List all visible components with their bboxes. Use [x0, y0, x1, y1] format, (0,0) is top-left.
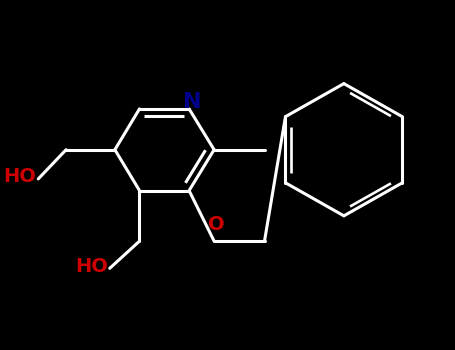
Text: N: N [183, 92, 202, 112]
Text: HO: HO [75, 257, 108, 276]
Text: HO: HO [4, 167, 36, 187]
Text: O: O [208, 215, 224, 234]
